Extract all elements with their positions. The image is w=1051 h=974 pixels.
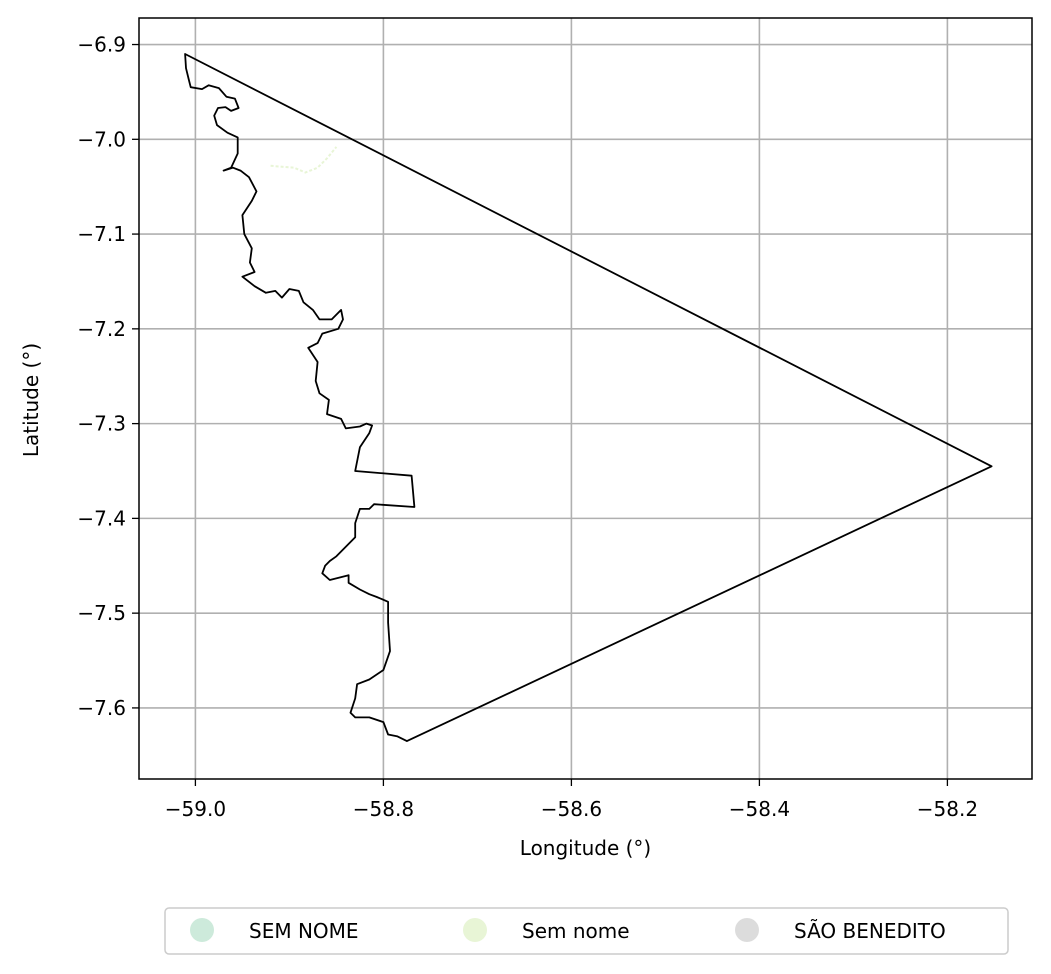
y-axis-title: Latitude (°)	[19, 343, 43, 457]
y-tick-label: −7.1	[77, 222, 126, 246]
legend: SEM NOME Sem nome SÃO BENEDITO	[164, 907, 1009, 955]
y-tick-label: −6.9	[77, 33, 126, 57]
x-tick-label: −58.4	[729, 797, 790, 821]
y-tick-label: −7.2	[77, 317, 126, 341]
y-tick-label: −7.4	[77, 506, 126, 530]
legend-frame	[164, 907, 1009, 955]
legend-marker	[735, 918, 759, 942]
y-tick-label: −7.5	[77, 601, 126, 625]
legend-label: Sem nome	[522, 919, 630, 943]
x-tick-label: −58.2	[917, 797, 978, 821]
small-feature	[270, 146, 338, 174]
y-tick-label: −7.6	[77, 696, 126, 720]
legend-label: SÃO BENEDITO	[794, 919, 946, 943]
legend-label: SEM NOME	[249, 919, 359, 943]
municipality-boundary	[184, 53, 993, 742]
legend-marker	[463, 918, 487, 942]
x-tick-label: −58.8	[353, 797, 414, 821]
y-axis: −6.9 −7.0 −7.1 −7.2 −7.3 −7.4 −7.5 −7.6	[77, 33, 139, 720]
x-axis-title: Longitude (°)	[520, 836, 651, 860]
x-tick-label: −58.6	[541, 797, 602, 821]
x-axis: −59.0 −58.8 −58.6 −58.4 −58.2	[165, 779, 978, 821]
plot-frame	[138, 17, 1033, 780]
legend-marker	[190, 918, 214, 942]
y-tick-label: −7.3	[77, 412, 126, 436]
y-tick-label: −7.0	[77, 127, 126, 151]
x-tick-label: −59.0	[165, 797, 226, 821]
map-features	[184, 53, 993, 742]
grid	[139, 18, 1032, 779]
